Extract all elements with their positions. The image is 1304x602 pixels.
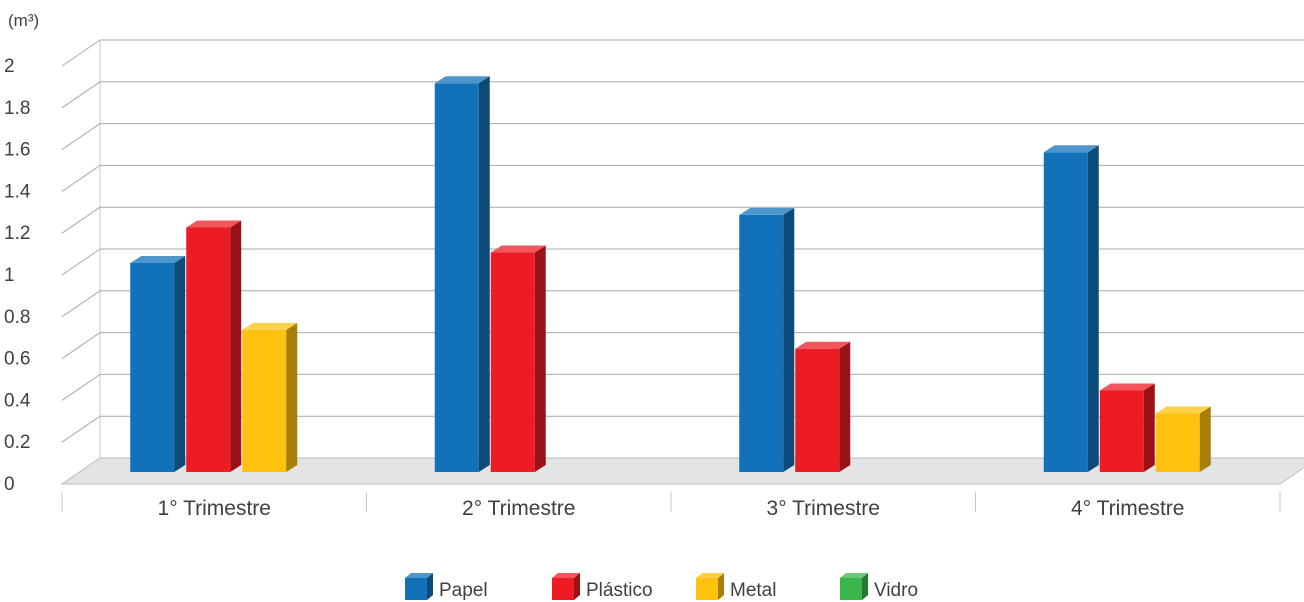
gridline-side: [61, 290, 101, 318]
gridline-side: [61, 123, 101, 151]
legend-swatch-side: [718, 573, 724, 600]
y-tick-label: 1.4: [4, 181, 31, 202]
bar-side: [534, 245, 546, 472]
bar-front: [795, 348, 840, 472]
bar-top: [242, 322, 298, 330]
bar-front: [1099, 390, 1144, 472]
bar-papel-4: [1043, 145, 1099, 473]
legend-label: Papel: [439, 580, 488, 601]
legend-swatch-side: [574, 573, 580, 600]
bar-plástico-4: [1099, 383, 1155, 472]
gridline-side: [61, 415, 101, 443]
bar-side: [783, 207, 795, 472]
bar-top: [739, 207, 795, 215]
bar-papel-1: [130, 256, 186, 472]
gridline-side: [61, 206, 101, 234]
legend-label: Plástico: [586, 580, 653, 601]
y-tick-label: 0: [4, 474, 15, 495]
legend-label: Vidro: [874, 580, 918, 601]
bar-front: [242, 329, 287, 472]
gridline-side: [61, 248, 101, 276]
gridline-side: [61, 332, 101, 360]
legend-swatch: [552, 578, 574, 600]
bar-front: [1043, 152, 1088, 473]
bar-plástico-2: [490, 245, 546, 472]
legend-swatch: [840, 578, 862, 600]
bar-side: [478, 76, 490, 472]
bar-metal-1: [242, 322, 298, 472]
bar-papel-3: [739, 207, 795, 472]
gridline-side: [61, 81, 101, 109]
bar-top: [1099, 383, 1155, 391]
legend-swatch-top: [840, 573, 868, 578]
floor-plane: [60, 457, 1304, 485]
legend-item-plástico: Plástico: [552, 573, 653, 601]
y-tick-label: 0.4: [4, 390, 31, 411]
y-tick-label: 0.6: [4, 349, 30, 370]
bar-side: [174, 256, 186, 472]
bar-front: [739, 214, 784, 472]
bar-papel-2: [434, 76, 490, 472]
bar-side: [839, 341, 851, 472]
bar-side: [1143, 383, 1155, 472]
legend-swatch-top: [696, 573, 724, 578]
bar-plástico-3: [795, 341, 851, 472]
bar-front: [130, 263, 175, 472]
x-axis: 1° Trimestre 2° Trimestre 3° Trimestre 4° T…: [61, 492, 1281, 520]
legend-swatch-side: [427, 573, 433, 600]
bar-top: [795, 341, 851, 349]
bar-top: [130, 256, 186, 263]
legend-swatch: [696, 578, 718, 600]
gridline-side: [61, 39, 101, 67]
x-tick-label: 3° Trimestre: [767, 497, 880, 520]
y-tick-label: 0.2: [4, 432, 30, 453]
legend-item-papel: Papel: [405, 573, 488, 601]
bar-top: [490, 245, 546, 253]
bars: [130, 76, 1211, 473]
bar-front: [1155, 413, 1200, 472]
bar-metal-4: [1155, 406, 1211, 472]
legend-label: Metal: [730, 580, 776, 601]
bar-plástico-1: [186, 220, 242, 472]
bar-top: [1155, 406, 1211, 414]
x-tick-label: 1° Trimestre: [158, 497, 271, 520]
y-tick-label: 1.6: [4, 140, 30, 161]
legend-swatch: [405, 578, 427, 600]
x-tick-label: 4° Trimestre: [1071, 497, 1184, 520]
bar-front: [434, 83, 479, 472]
legend-swatch-side: [862, 573, 868, 600]
y-tick-label: 0.8: [4, 307, 30, 328]
y-axis-unit-label: (m³): [8, 11, 39, 30]
legend-swatch-top: [552, 573, 580, 578]
y-axis: 0 0.2 0.4 0.6 0.8 1 1.2 1.4 1.6 1.8 2: [4, 56, 31, 495]
bar-side: [286, 322, 298, 472]
bar-front: [186, 227, 231, 472]
bar-top: [186, 220, 242, 228]
bar-top: [1043, 145, 1099, 153]
y-tick-label: 2: [4, 56, 15, 77]
bar-front: [490, 252, 535, 472]
bar-side: [1087, 145, 1099, 473]
chart-floor: [60, 457, 1304, 485]
y-tick-label: 1.8: [4, 98, 30, 119]
gridline-side: [61, 164, 101, 192]
gridline-side: [61, 373, 101, 401]
bar-side: [1199, 406, 1211, 472]
bar-top: [434, 76, 490, 84]
y-tick-label: 1: [4, 265, 15, 286]
x-tick-label: 2° Trimestre: [462, 497, 575, 520]
gridlines: [61, 39, 1304, 443]
legend-item-metal: Metal: [696, 573, 776, 601]
legend: Papel Plástico Metal Vidro: [405, 573, 918, 601]
bar-side: [230, 220, 242, 472]
legend-swatch-top: [405, 573, 433, 578]
legend-item-vidro: Vidro: [840, 573, 918, 601]
y-tick-label: 1.2: [4, 223, 30, 244]
